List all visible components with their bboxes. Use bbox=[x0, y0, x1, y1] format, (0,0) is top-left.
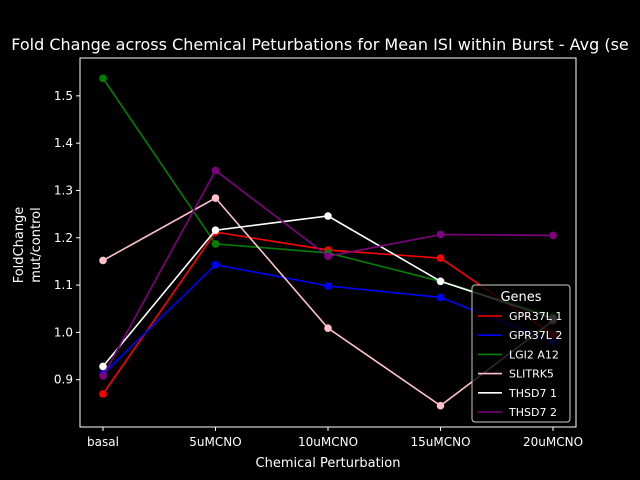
y-tick-label: 1.3 bbox=[54, 183, 73, 197]
legend-item: THSD7 1 bbox=[478, 387, 557, 400]
data-point bbox=[211, 260, 220, 269]
y-tick-label: 0.9 bbox=[54, 373, 73, 387]
data-point bbox=[99, 74, 107, 83]
x-tick-label: basal bbox=[87, 435, 119, 449]
data-point bbox=[549, 231, 557, 240]
data-point bbox=[324, 282, 332, 290]
y-tick-label: 1.4 bbox=[54, 136, 73, 150]
legend-label: THSD7 2 bbox=[508, 406, 557, 419]
data-point bbox=[211, 226, 220, 234]
x-tick-label: 15uMCNO bbox=[410, 435, 470, 449]
data-point bbox=[211, 166, 220, 175]
legend-label: SLITRK5 bbox=[509, 368, 554, 381]
data-point bbox=[436, 277, 445, 286]
legend-item: THSD7 2 bbox=[478, 406, 557, 419]
legend-item: LGI2 A12 bbox=[478, 348, 559, 361]
x-tick-label: 5uMCNO bbox=[189, 435, 241, 449]
y-axis: 0.9 1.0 1.1 1.2 1.3 1.4 1.5 bbox=[54, 89, 80, 387]
legend-label: GPR37L 2 bbox=[509, 329, 562, 342]
legend-title: Genes bbox=[500, 290, 541, 305]
legend-label: GPR37L 1 bbox=[509, 310, 562, 323]
legend-label: LGI2 A12 bbox=[509, 348, 559, 361]
legend-item: SLITRK5 bbox=[478, 368, 554, 381]
data-point bbox=[324, 252, 332, 261]
data-point bbox=[324, 212, 332, 220]
data-point bbox=[99, 372, 107, 380]
y-axis-label-line-1: FoldChange bbox=[12, 207, 27, 284]
y-tick-label: 1.1 bbox=[54, 278, 73, 292]
y-tick-label: 1.2 bbox=[54, 231, 73, 245]
y-tick-label: 1.0 bbox=[54, 325, 73, 339]
legend-item: GPR37L 2 bbox=[478, 329, 562, 342]
data-point bbox=[99, 362, 107, 371]
legend-box bbox=[471, 284, 571, 423]
legend-items: GPR37L 1 GPR37L 2 LGI2 A12 SLITRK5 THSD7 1 TH… bbox=[478, 310, 562, 419]
chart-title: Fold Change across Chemical Peturbations… bbox=[11, 35, 629, 54]
legend-label: THSD7 1 bbox=[508, 387, 557, 400]
x-axis: basal 5uMCNO 10uMCNO 15uMCNO 20uMCNO bbox=[87, 427, 583, 449]
data-point bbox=[436, 293, 445, 302]
data-point bbox=[436, 401, 445, 410]
y-axis-label-line-2: mut/control bbox=[29, 207, 44, 282]
x-tick-label: 10uMCNO bbox=[298, 435, 358, 449]
series-thsd7-2 bbox=[99, 166, 557, 380]
data-point bbox=[211, 194, 220, 202]
data-point bbox=[99, 256, 107, 265]
data-point bbox=[436, 254, 445, 262]
y-tick-label: 1.5 bbox=[54, 89, 73, 103]
data-point bbox=[324, 324, 332, 332]
legend: Genes GPR37L 1 GPR37L 2 LGI2 A12 SLITRK5 THS… bbox=[471, 284, 571, 423]
legend-item: GPR37L 1 bbox=[478, 310, 562, 323]
x-tick-label: 20uMCNO bbox=[523, 435, 583, 449]
data-point bbox=[211, 240, 220, 248]
data-point bbox=[99, 390, 107, 398]
x-axis-label: Chemical Perturbation bbox=[256, 456, 401, 471]
data-point bbox=[436, 230, 445, 239]
